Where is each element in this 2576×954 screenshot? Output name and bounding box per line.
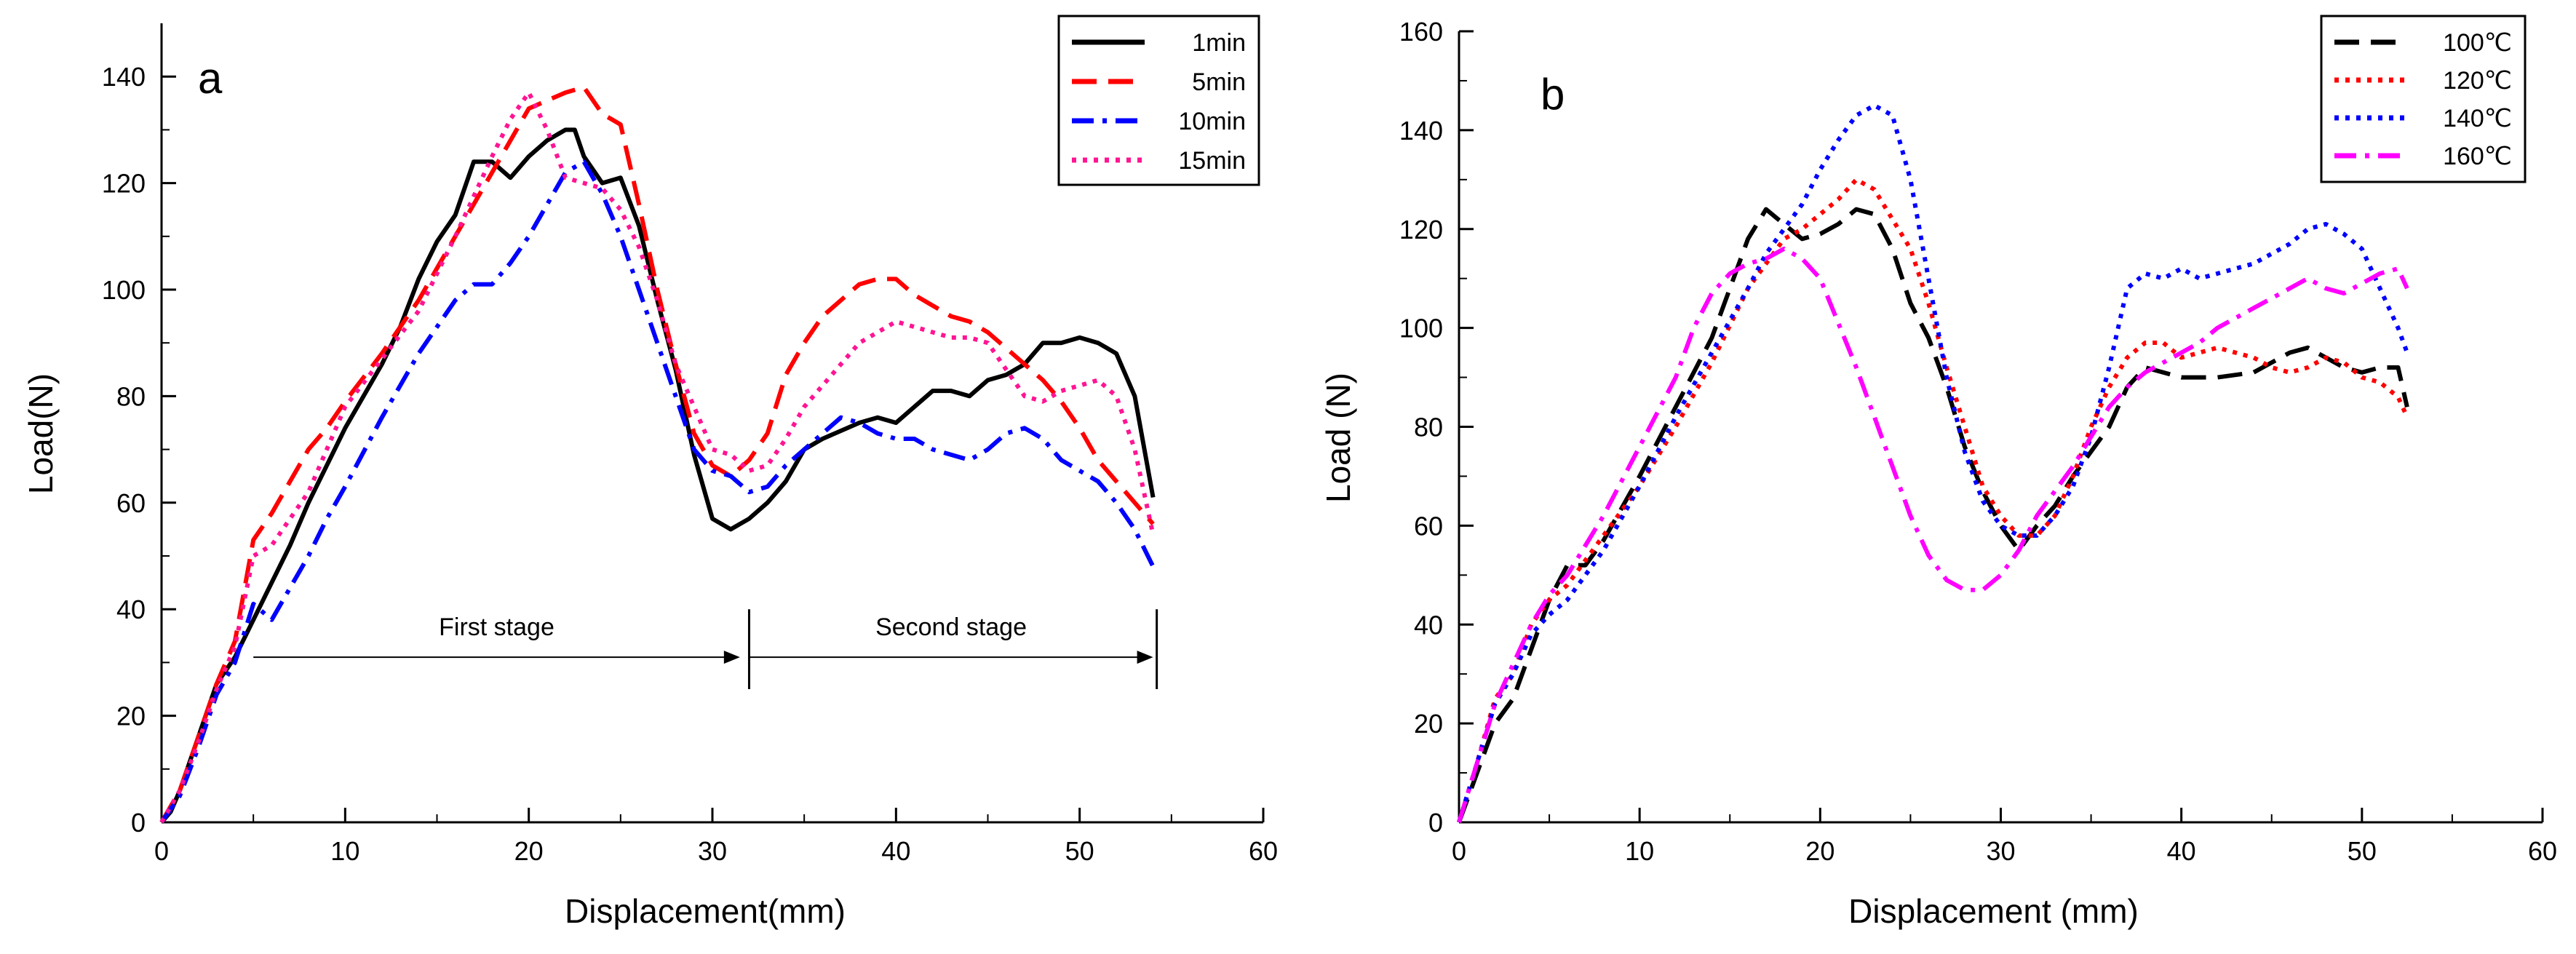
y-tick-label: 40 xyxy=(1414,610,1443,640)
x-tick-label: 60 xyxy=(1249,836,1278,866)
y-tick-label: 0 xyxy=(1428,808,1443,838)
y-axis-title: Load(N) xyxy=(22,373,60,494)
series-line-2 xyxy=(1457,177,2409,823)
x-tick-label: 10 xyxy=(330,836,359,866)
y-tick-label: 40 xyxy=(116,595,146,624)
legend-box xyxy=(1057,15,1260,186)
x-tick-label: 50 xyxy=(2348,836,2377,866)
panel-label: a xyxy=(198,54,223,103)
x-axis-title: Displacement(mm) xyxy=(565,892,846,930)
y-tick-label: 80 xyxy=(1414,413,1443,442)
x-tick-label: 40 xyxy=(2167,836,2196,866)
panel-label: b xyxy=(1541,70,1565,119)
x-tick-label: 30 xyxy=(698,836,727,866)
y-tick-label: 60 xyxy=(1414,511,1443,541)
series-line-2 xyxy=(159,84,1155,824)
y-tick-label: 0 xyxy=(131,808,146,838)
y-tick-label: 80 xyxy=(116,381,146,411)
x-tick-label: 50 xyxy=(1065,836,1094,866)
x-tick-label: 20 xyxy=(1805,836,1834,866)
x-axis-title: Displacement (mm) xyxy=(1848,892,2139,930)
y-axis-title: Load (N) xyxy=(1319,373,1357,503)
y-tick-label: 140 xyxy=(1399,116,1443,146)
y-tick-label: 140 xyxy=(102,62,146,92)
y-tick-label: 20 xyxy=(116,701,146,731)
legend-label: 100℃ xyxy=(2443,29,2512,57)
x-tick-label: 0 xyxy=(154,836,169,866)
x-tick-label: 60 xyxy=(2528,836,2557,866)
x-tick-label: 10 xyxy=(1625,836,1654,866)
series-line-1 xyxy=(159,127,1156,824)
y-tick-label: 160 xyxy=(1399,17,1443,47)
series-line-3 xyxy=(159,159,1156,824)
series-line-3 xyxy=(1457,103,2409,823)
series-line-4 xyxy=(1457,246,2409,823)
chart-panel-b: 0 10 20 30 40 50 60 0 20 40 60 80 100 120 140 160 Displa… xyxy=(1319,15,2557,930)
y-tick-label: 120 xyxy=(1399,215,1443,245)
legend-label: 140℃ xyxy=(2443,105,2512,132)
stage-label: Second stage xyxy=(875,613,1027,641)
y-tick-label: 20 xyxy=(1414,709,1443,739)
x-tick-label: 0 xyxy=(1452,836,1466,866)
y-tick-label: 60 xyxy=(116,488,146,518)
stage-label: First stage xyxy=(439,613,554,641)
y-tick-label: 100 xyxy=(102,275,146,305)
legend-label: 160℃ xyxy=(2443,143,2512,170)
chart-panel-a: 0 10 20 30 40 50 60 0 20 40 60 80 100 120 140 Displacem… xyxy=(22,15,1278,930)
series-line-4 xyxy=(159,90,1156,824)
legend-label: 5min xyxy=(1192,68,1246,96)
legend-label: 15min xyxy=(1178,147,1246,175)
stage-arrow-head xyxy=(1137,651,1153,664)
y-tick-label: 120 xyxy=(102,169,146,199)
x-tick-label: 40 xyxy=(881,836,910,866)
stage-arrow-head xyxy=(723,651,740,664)
y-tick-label: 100 xyxy=(1399,314,1443,343)
x-tick-label: 20 xyxy=(514,836,544,866)
legend-label: 10min xyxy=(1178,108,1246,135)
legend-label: 120℃ xyxy=(2443,67,2512,95)
x-tick-label: 30 xyxy=(1986,836,2015,866)
legend-label: 1min xyxy=(1192,29,1246,57)
